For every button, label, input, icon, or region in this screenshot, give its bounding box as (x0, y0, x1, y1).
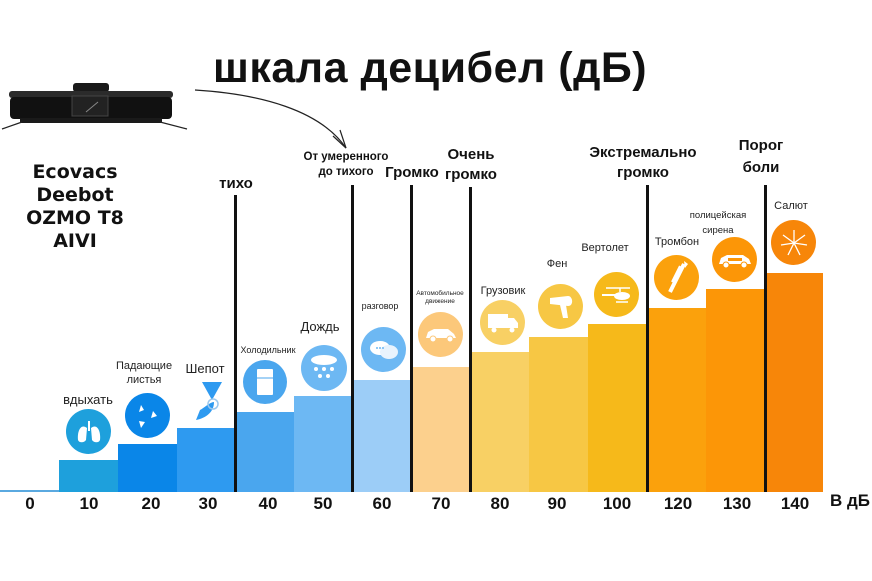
unit-label: В дБ (830, 491, 871, 510)
tick-140: 140 (780, 494, 810, 513)
tick-90: 90 (547, 494, 567, 513)
example-label-130db-line1: полицейская (689, 210, 747, 221)
bar-40db (235, 412, 294, 492)
category-extreme-line1: Экстремально (589, 144, 697, 161)
example-label-140db: Салют (774, 200, 808, 212)
tick-20: 20 (141, 494, 161, 513)
tick-60: 60 (372, 494, 392, 513)
category-extreme: Экстремально громко (580, 143, 706, 183)
tick-50: 50 (313, 494, 333, 513)
category-very-loud-line1: Очень (447, 146, 495, 163)
example-label-70db-line1: Автомобильное (416, 290, 464, 297)
zone-divider-moderate (351, 185, 354, 492)
tick-100: 100 (602, 494, 632, 513)
bar-70db (411, 367, 470, 492)
truck-icon (480, 300, 525, 345)
bar-120db (647, 308, 706, 492)
lungs-icon (66, 409, 111, 454)
robot-name-line: Deebot (36, 184, 114, 206)
tick-10: 10 (79, 494, 99, 513)
example-label-120db: Тромбон (654, 236, 700, 248)
zone-divider-loud (410, 185, 413, 492)
whisper-icon (186, 380, 226, 424)
example-label-70db: Автомобильное движение (410, 290, 470, 306)
speech-bubbles-icon (361, 327, 406, 372)
rain-cloud-icon (301, 345, 347, 391)
category-pain-line1: Порог (738, 137, 784, 154)
tick-80: 80 (490, 494, 510, 513)
example-label-50db: Дождь (300, 319, 340, 334)
fireworks-icon (771, 220, 816, 265)
falling-leaves-icon (125, 393, 170, 438)
example-label-90db: Фен (546, 258, 568, 270)
tick-40: 40 (258, 494, 278, 513)
example-label-20db-line2: листья (126, 373, 162, 386)
category-quiet: тихо (219, 175, 253, 192)
refrigerator-icon (243, 360, 287, 404)
helicopter-icon (594, 272, 639, 317)
category-pain-line2: боли (742, 159, 780, 176)
zone-divider-quiet (234, 195, 237, 492)
hair-dryer-icon (538, 284, 583, 329)
annotation-arrow (190, 80, 360, 160)
category-moderate: От умеренного до тихого (296, 150, 396, 180)
bar-130db (706, 289, 765, 492)
example-label-10db: вдыхать (63, 392, 113, 407)
category-very-loud-line2: громко (445, 166, 497, 183)
bar-100db (588, 324, 647, 492)
example-label-20db: Падающие листья (108, 360, 180, 388)
bar-10db (59, 460, 118, 492)
category-very-loud: Очень громко (438, 145, 504, 185)
example-label-80db: Грузовик (480, 285, 526, 297)
tick-30: 30 (198, 494, 218, 513)
robot-name-line: Ecovacs (32, 161, 118, 183)
bar-30db (177, 428, 235, 492)
category-loud: Громко (385, 164, 439, 181)
example-label-130db-line2: сирена (702, 225, 734, 236)
robot-model-name: Ecovacs Deebot OZMO T8 AIVI (20, 161, 130, 253)
tick-0: 0 (25, 494, 35, 513)
example-label-100db: Вертолет (581, 242, 629, 254)
chart-title: шкала децибел (дБ) (213, 44, 648, 92)
category-moderate-line2: до тихого (318, 166, 374, 178)
example-label-70db-line2: движение (425, 298, 455, 306)
example-label-130db: полицейская сирена (686, 208, 750, 238)
robot-name-line: AIVI (53, 230, 97, 252)
bar-0db (0, 490, 59, 492)
bar-90db (529, 337, 588, 492)
example-label-20db-line1: Падающие (115, 360, 173, 372)
bar-80db (470, 352, 529, 492)
car-icon (418, 312, 463, 357)
example-label-60db: разговор (361, 301, 399, 311)
zone-divider-very-loud (469, 187, 472, 492)
robot-name-line: OZMO T8 (26, 207, 124, 229)
category-moderate-line1: От умеренного (303, 151, 389, 163)
trombone-icon (654, 255, 699, 300)
bar-140db (765, 273, 823, 492)
tick-70: 70 (431, 494, 451, 513)
bar-50db (294, 396, 352, 492)
category-extreme-line2: громко (617, 164, 669, 181)
tick-120: 120 (663, 494, 693, 513)
zone-divider-pain (764, 185, 767, 492)
example-label-30db: Шепот (185, 361, 225, 376)
zone-divider-extreme (646, 185, 649, 492)
robot-vacuum-image (0, 78, 190, 138)
example-label-40db: Холодильник (240, 345, 296, 355)
police-car-icon (712, 237, 757, 282)
tick-130: 130 (722, 494, 752, 513)
bar-60db (352, 380, 411, 492)
bar-20db (118, 444, 177, 492)
category-pain-threshold: Порог боли (725, 135, 797, 179)
